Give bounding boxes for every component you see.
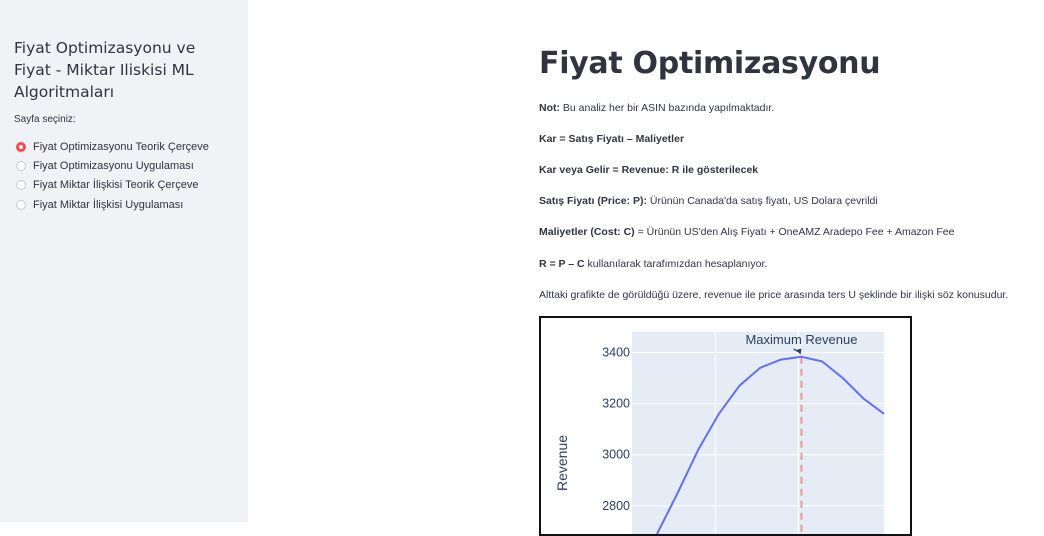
y-tick-label: 3400	[602, 345, 630, 359]
annotation-arrowhead	[796, 348, 802, 355]
sidebar-title: Fiyat Optimizasyonu ve Fiyat - Miktar Il…	[14, 39, 196, 101]
r-formula-label: R = P – C	[539, 258, 585, 270]
radio-option-label: Fiyat Optimizasyonu Uygulaması	[33, 159, 194, 172]
radio-caption: Sayfa seçiniz:	[14, 114, 76, 125]
cost-text: = Ürünün US'den Alış Fiyatı + OneAMZ Ara…	[634, 226, 955, 238]
revenue-chart: 2800 3000 3200 3400 Maximum Revenue Revenue	[539, 316, 912, 536]
radio-option-label: Fiyat Optimizasyonu Teorik Çerçeve	[33, 140, 209, 153]
radio-option-teorik[interactable]: Fiyat Optimizasyonu Teorik Çerçeve	[16, 137, 209, 156]
page-radio-group: Fiyat Optimizasyonu Teorik Çerçeve Fiyat…	[16, 137, 209, 214]
sidebar: Fiyat Optimizasyonu ve Fiyat - Miktar Il…	[0, 0, 248, 522]
note-label: Not:	[539, 102, 560, 114]
y-tick-label: 2800	[602, 499, 630, 513]
radio-option-label: Fiyat Miktar İlişkisi Teorik Çerçeve	[33, 179, 199, 192]
cost-label: Maliyetler (Cost: C)	[539, 226, 635, 238]
radio-unselected-icon[interactable]	[16, 160, 26, 171]
y-tick-label: 3200	[602, 397, 630, 411]
note-line: Not: Bu analiz her bir ASIN bazında yapı…	[539, 102, 774, 114]
revenue-line: Kar veya Gelir = Revenue: R ile gösteril…	[539, 164, 758, 176]
radio-option-miktar-teorik[interactable]: Fiyat Miktar İlişkisi Teorik Çerçeve	[16, 176, 209, 195]
price-text: Ürünün Canada'da satış fiyatı, US Dolara…	[646, 195, 878, 207]
chart-intro: Alttaki grafikte de görüldüğü üzere, rev…	[539, 289, 1009, 301]
r-formula-text: kullanılarak tarafımızdan hesaplanıyor.	[584, 258, 768, 270]
cost-line: Maliyetler (Cost: C) = Ürünün US'den Alı…	[539, 226, 955, 238]
profit-formula: Kar = Satış Fiyatı – Maliyetler	[539, 133, 684, 145]
revenue-curve	[656, 355, 885, 534]
price-label: Satış Fiyatı (Price: P):	[539, 195, 647, 207]
y-tick-label: 3000	[602, 448, 630, 462]
note-text: Bu analiz her bir ASIN bazında yapılmakt…	[560, 102, 775, 114]
radio-option-uygulama[interactable]: Fiyat Optimizasyonu Uygulaması	[16, 156, 209, 175]
revenue-line-text: Kar veya Gelir = Revenue: R ile gösteril…	[539, 164, 759, 176]
plot-background	[632, 332, 884, 534]
annotation-label: Maximum Revenue	[745, 332, 857, 347]
radio-selected-icon[interactable]	[16, 141, 26, 152]
radio-option-label: Fiyat Miktar İlişkisi Uygulaması	[33, 198, 184, 211]
r-formula-line: R = P – C kullanılarak tarafımızdan hesa…	[539, 258, 767, 270]
profit-formula-text: Kar = Satış Fiyatı – Maliyetler	[539, 133, 685, 145]
revenue-chart-svg: 2800 3000 3200 3400 Maximum Revenue Revenue	[554, 332, 885, 534]
radio-unselected-icon[interactable]	[16, 199, 26, 210]
page-title: Fiyat Optimizasyonu	[539, 46, 881, 81]
price-line: Satış Fiyatı (Price: P): Ürünün Canada'd…	[539, 195, 878, 207]
radio-option-miktar-uygulama[interactable]: Fiyat Miktar İlişkisi Uygulaması	[16, 195, 209, 214]
radio-unselected-icon[interactable]	[16, 180, 26, 191]
y-axis-label: Revenue	[554, 435, 570, 491]
